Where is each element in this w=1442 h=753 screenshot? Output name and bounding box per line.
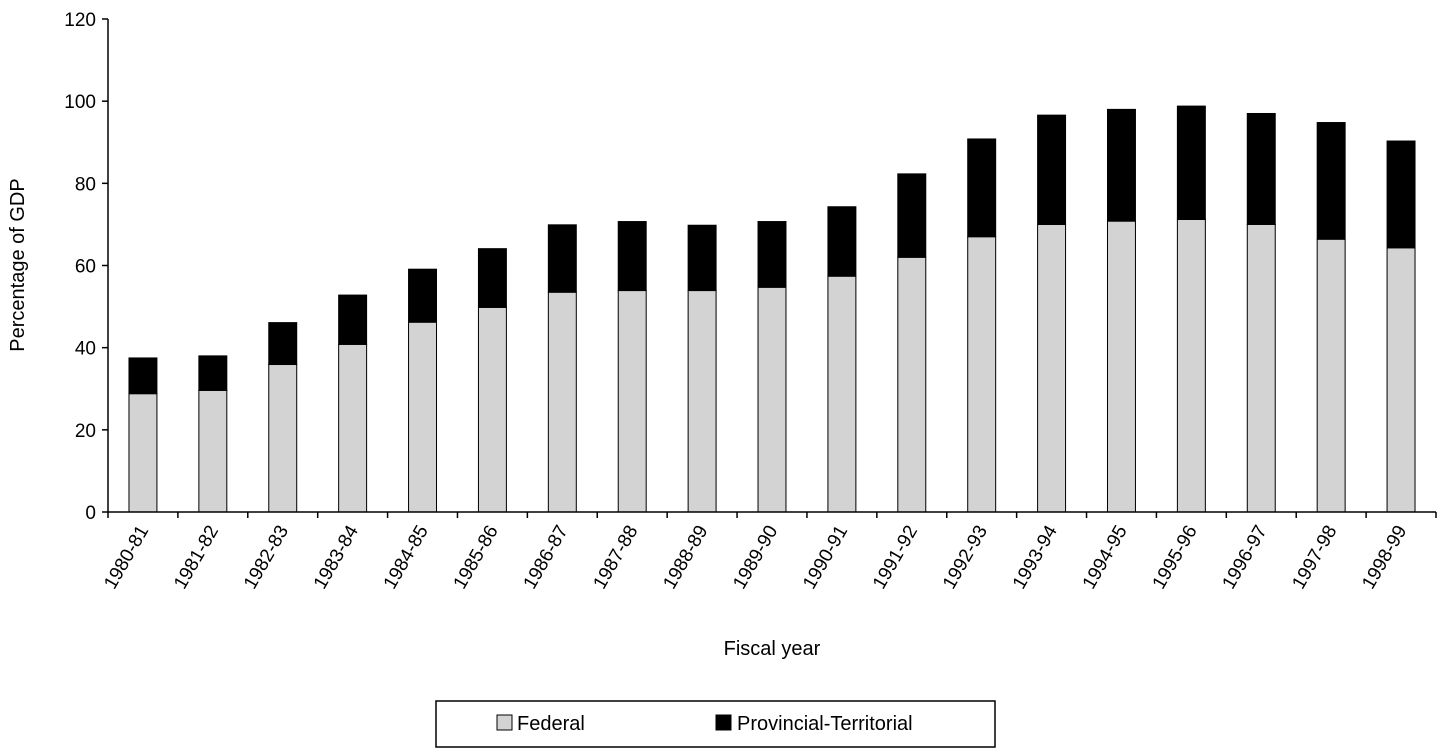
- bar-federal-1988-89: [687, 290, 717, 513]
- bar-provincial-territorial-1996-97: [1246, 112, 1276, 225]
- bar-federal-1990-91: [827, 275, 857, 513]
- bar-provincial-territorial-1980-81: [128, 357, 158, 395]
- legend-swatch-provincial-territorial: [715, 714, 732, 731]
- bar-provincial-territorial-1991-92: [897, 173, 927, 258]
- x-tick-label-1985-86: 1985-86: [450, 522, 503, 593]
- bar-federal-1982-83: [268, 364, 298, 513]
- legend-swatch-federal: [496, 714, 513, 731]
- bar-federal-1987-88: [617, 290, 647, 513]
- bar-provincial-territorial-1983-84: [338, 294, 368, 345]
- bar-provincial-territorial-1998-99: [1386, 140, 1416, 249]
- legend-label-provincial-territorial: Provincial-Territorial: [737, 713, 913, 735]
- bar-federal-1981-82: [198, 389, 228, 513]
- y-tick-label-0: 0: [85, 503, 96, 524]
- bar-federal-1989-90: [757, 286, 787, 513]
- x-axis-title: Fiscal year: [724, 638, 821, 660]
- y-tick-label-100: 100: [64, 92, 96, 113]
- x-tick-label-1993-94: 1993-94: [1009, 522, 1062, 593]
- x-tick-label-1987-88: 1987-88: [589, 522, 642, 593]
- bar-provincial-territorial-1986-87: [547, 224, 577, 293]
- y-axis-title: Percentage of GDP: [7, 178, 29, 351]
- bar-provincial-territorial-1997-98: [1316, 122, 1346, 240]
- bar-federal-1993-94: [1037, 223, 1067, 513]
- x-tick-labels: 1980-81 1981-82 1982-83 1983-84 1984-85 1985-…: [100, 522, 1411, 593]
- bar-provincial-territorial-1988-89: [687, 224, 717, 292]
- axes-layer: [102, 18, 1437, 518]
- bar-provincial-territorial-1994-95: [1106, 108, 1136, 222]
- bar-provincial-territorial-1990-91: [827, 206, 857, 277]
- x-tick-label-1989-90: 1989-90: [729, 522, 782, 593]
- x-tick-label-1997-98: 1997-98: [1288, 522, 1341, 593]
- bar-provincial-territorial-1993-94: [1037, 114, 1067, 225]
- bar-federal-1995-96: [1176, 218, 1206, 513]
- y-tick-label-80: 80: [75, 174, 96, 195]
- x-tick-label-1990-91: 1990-91: [799, 522, 852, 593]
- x-tick-label-1981-82: 1981-82: [170, 522, 223, 593]
- bar-provincial-territorial-1992-93: [967, 138, 997, 238]
- x-tick-label-1992-93: 1992-93: [939, 522, 992, 593]
- bar-provincial-territorial-1987-88: [617, 221, 647, 292]
- bar-provincial-territorial-1982-83: [268, 322, 298, 366]
- x-tick-label-1980-81: 1980-81: [100, 522, 153, 593]
- y-tick-label-120: 120: [64, 10, 96, 31]
- y-tick-label-60: 60: [75, 257, 96, 278]
- legend: Federal Provincial-Territorial: [435, 700, 996, 748]
- bar-federal-1983-84: [338, 343, 368, 513]
- x-tick-label-1995-96: 1995-96: [1149, 522, 1202, 593]
- x-tick-label-1996-97: 1996-97: [1219, 522, 1272, 593]
- bar-federal-1992-93: [967, 236, 997, 513]
- bar-federal-1985-86: [477, 306, 507, 513]
- bar-federal-1996-97: [1246, 223, 1276, 513]
- x-tick-label-1998-99: 1998-99: [1358, 522, 1411, 593]
- legend-label-federal: Federal: [517, 713, 585, 735]
- bar-federal-1980-81: [128, 393, 158, 513]
- bar-provincial-territorial-1985-86: [477, 248, 507, 308]
- bar-federal-1998-99: [1386, 247, 1416, 513]
- bar-federal-1994-95: [1106, 220, 1136, 513]
- bar-provincial-territorial-1984-85: [408, 268, 438, 323]
- y-tick-labels: 0 20 40 60 80 100 120: [64, 10, 96, 524]
- y-tick-label-40: 40: [75, 339, 96, 360]
- x-tick-label-1994-95: 1994-95: [1079, 522, 1132, 593]
- bar-federal-1986-87: [547, 291, 577, 513]
- bar-provincial-territorial-1981-82: [198, 355, 228, 391]
- x-tick-label-1984-85: 1984-85: [380, 522, 433, 593]
- bar-provincial-territorial-1989-90: [757, 221, 787, 288]
- x-tick-label-1983-84: 1983-84: [310, 522, 363, 593]
- x-tick-label-1988-89: 1988-89: [659, 522, 712, 593]
- bar-provincial-territorial-1995-96: [1176, 105, 1206, 220]
- x-tick-label-1982-83: 1982-83: [240, 522, 293, 593]
- x-tick-label-1986-87: 1986-87: [520, 522, 573, 593]
- bars-layer: [128, 105, 1416, 513]
- y-tick-label-20: 20: [75, 421, 96, 442]
- bar-federal-1991-92: [897, 256, 927, 513]
- bar-federal-1984-85: [408, 321, 438, 513]
- x-tick-label-1991-92: 1991-92: [869, 522, 922, 593]
- bar-federal-1997-98: [1316, 238, 1346, 513]
